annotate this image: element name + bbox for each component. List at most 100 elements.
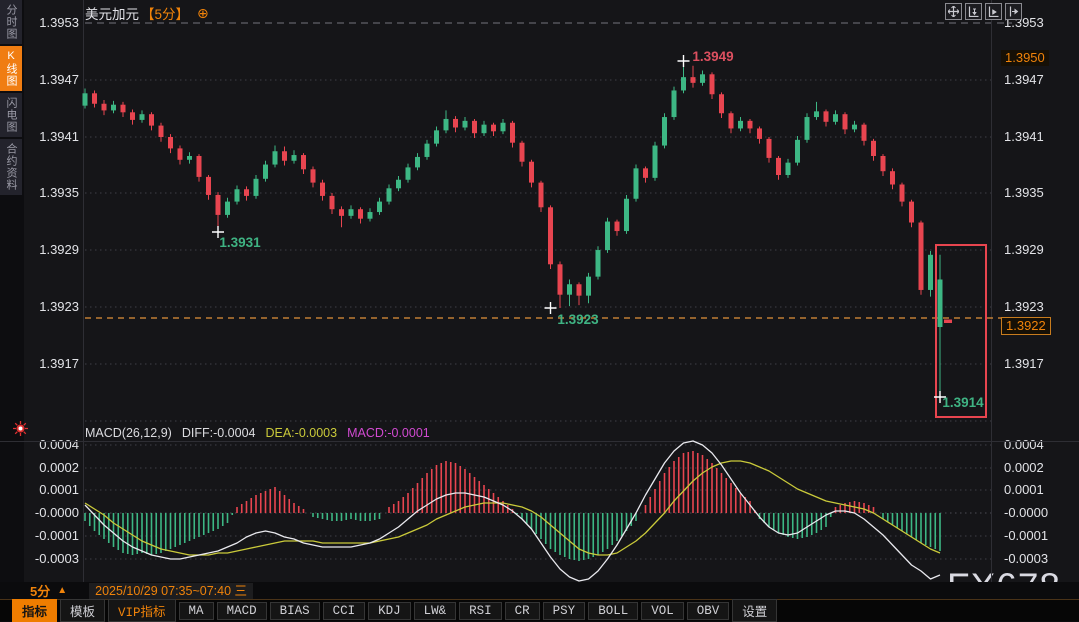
shift-right-icon[interactable] <box>1005 3 1022 20</box>
diff-line <box>84 440 941 582</box>
candle <box>842 114 848 130</box>
candle <box>130 112 135 120</box>
macd-macd-value: MACD:-0.0001 <box>347 426 430 440</box>
candle <box>225 201 230 215</box>
candle <box>538 182 544 208</box>
dea-line <box>84 460 941 556</box>
axis-right-label: 1.3929 <box>1004 242 1044 257</box>
toolbar-button-CCI[interactable]: CCI <box>322 601 366 620</box>
chart-title: 美元加元 【5分】 ⊕ <box>85 4 209 23</box>
axis-right-label: 1.3917 <box>1004 356 1044 371</box>
candle <box>728 113 734 129</box>
period-tag: 【5分】 <box>141 7 190 22</box>
toolbar-button-KDJ[interactable]: KDJ <box>368 601 411 620</box>
current-price-tick <box>944 319 952 323</box>
axis-left-label: 1.3953 <box>39 15 79 30</box>
macd-axis-left-label: -0.0000 <box>34 505 79 520</box>
panel-borders <box>0 0 1079 583</box>
toolbar-button-BIAS[interactable]: BIAS <box>269 601 320 620</box>
toolbar-button-VOL[interactable]: VOL <box>641 601 684 620</box>
candle <box>567 284 572 295</box>
toolbar-button-CR[interactable]: CR <box>504 601 540 620</box>
axis-right-label: 1.3947 <box>1004 72 1044 87</box>
candle <box>367 212 373 219</box>
candle <box>92 93 97 104</box>
candle <box>82 93 88 106</box>
macd-axis-right-label: 0.0001 <box>1004 482 1044 497</box>
period-selector[interactable]: 5分 ▲ <box>30 581 67 600</box>
candle <box>472 120 477 134</box>
macd-axis-left-label: -0.0003 <box>34 551 79 566</box>
toolbar-button-VIP指标[interactable]: VIP指标 <box>108 599 176 622</box>
candle <box>301 155 306 170</box>
candle <box>890 171 895 185</box>
macd-axis-right-label: 0.0002 <box>1004 460 1044 475</box>
toolbar-button-模板[interactable]: 模板 <box>60 599 106 622</box>
period-arrow-icon: ▲ <box>57 585 68 596</box>
candle <box>519 142 525 162</box>
period-label: 5分 <box>30 584 51 599</box>
candle <box>453 118 458 128</box>
candle <box>282 151 287 161</box>
sidebar-tab-1[interactable]: K线图 <box>0 46 22 91</box>
macd-axis-right-label: -0.0000 <box>1004 505 1049 520</box>
candle <box>177 148 183 160</box>
highlight-box <box>935 244 987 418</box>
candle <box>424 143 430 157</box>
candle <box>462 120 468 128</box>
toolbar-button-设置[interactable]: 设置 <box>732 599 778 622</box>
sidebar-tab-3[interactable]: 合约资料 <box>0 139 22 195</box>
candle <box>776 157 781 175</box>
toolbar-button-PSY[interactable]: PSY <box>542 601 586 620</box>
toolbar-button-OBV[interactable]: OBV <box>686 601 730 620</box>
compress-y-axis-icon[interactable] <box>965 3 982 20</box>
candle <box>253 178 259 196</box>
candle <box>605 221 610 251</box>
macd-axis-left-label: 0.0002 <box>39 460 79 475</box>
macd-axis-right-label: -0.0001 <box>1004 528 1049 543</box>
axis-left-label: 1.3917 <box>39 356 79 371</box>
candle <box>358 209 363 219</box>
add-indicator-icon[interactable]: ⊕ <box>197 4 209 21</box>
macd-dea-value: DEA:-0.0003 <box>265 426 338 440</box>
axis-right-label: 1.3923 <box>1004 299 1044 314</box>
low-price-label: 1.3914 <box>942 395 984 410</box>
candle <box>871 140 876 156</box>
axis-left-label: 1.3947 <box>39 72 79 87</box>
candle <box>662 117 667 146</box>
alert-sun-icon[interactable] <box>12 420 29 442</box>
axis-left-label: 1.3923 <box>39 299 79 314</box>
candle <box>614 221 620 232</box>
toolbar-button-MA[interactable]: MA <box>178 601 214 620</box>
candle <box>852 124 857 130</box>
price-annotations: 1.3949 1.3931 1.3923 1.3914 <box>212 49 984 410</box>
low-cross-icon <box>212 226 224 238</box>
candle <box>510 122 515 143</box>
macd-indicator-header: MACD(26,12,9) DIFF:-0.0004 DEA:-0.0003 M… <box>85 426 430 440</box>
sidebar-tab-2[interactable]: 闪电图 <box>0 93 22 137</box>
candle <box>738 120 743 129</box>
candle <box>396 179 401 189</box>
candle <box>158 125 164 137</box>
toolbar-button-LW&[interactable]: LW& <box>413 601 457 620</box>
candle-time-range: 2025/10/29 07:35~07:40 三 <box>89 582 254 599</box>
sidebar-tab-0[interactable]: 分时图 <box>0 0 22 44</box>
toolbar-button-MACD[interactable]: MACD <box>216 601 267 620</box>
pan-play-icon[interactable] <box>985 3 1002 20</box>
toolbar-button-指标[interactable]: 指标 <box>12 599 58 622</box>
candle <box>624 198 629 232</box>
candle <box>529 161 534 183</box>
candle <box>329 195 335 210</box>
move-chart-icon[interactable] <box>945 3 962 20</box>
low-cross-icon <box>544 302 557 314</box>
candle <box>215 194 221 215</box>
high-price-label: 1.3949 <box>692 49 733 64</box>
candle <box>348 209 354 216</box>
toolbar-button-BOLL[interactable]: BOLL <box>588 601 639 620</box>
toolbar-button-RSI[interactable]: RSI <box>459 601 502 620</box>
symbol-title: 美元加元 <box>85 7 139 22</box>
candlestick-layer <box>82 61 943 399</box>
candle <box>377 201 382 213</box>
